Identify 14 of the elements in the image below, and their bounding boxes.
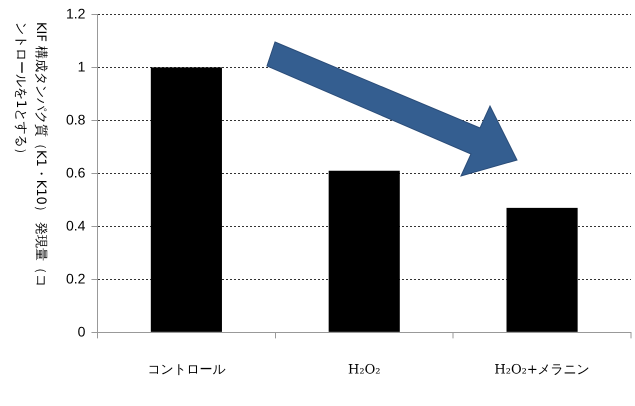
- y-tick-label: 0.6: [66, 164, 86, 180]
- x-tick-label: H₂O₂+メラニン: [494, 362, 590, 378]
- bar: [150, 67, 222, 332]
- y-axis-title: KIF 構成タンパク質（K1・K10） 発現量（コントロールを1とする）: [12, 22, 49, 289]
- x-tick-label: コントロール: [147, 362, 226, 378]
- bar: [506, 208, 578, 332]
- x-tick-label: H₂O₂: [348, 362, 380, 378]
- y-tick-label: 0.8: [66, 111, 86, 128]
- y-tick-label: 0.4: [66, 217, 86, 234]
- y-tick-label: 1: [78, 58, 86, 74]
- bar: [328, 170, 400, 332]
- y-tick-label: 1.2: [66, 5, 86, 22]
- y-tick-label: 0: [78, 323, 86, 340]
- y-tick-label: 0.2: [66, 270, 86, 286]
